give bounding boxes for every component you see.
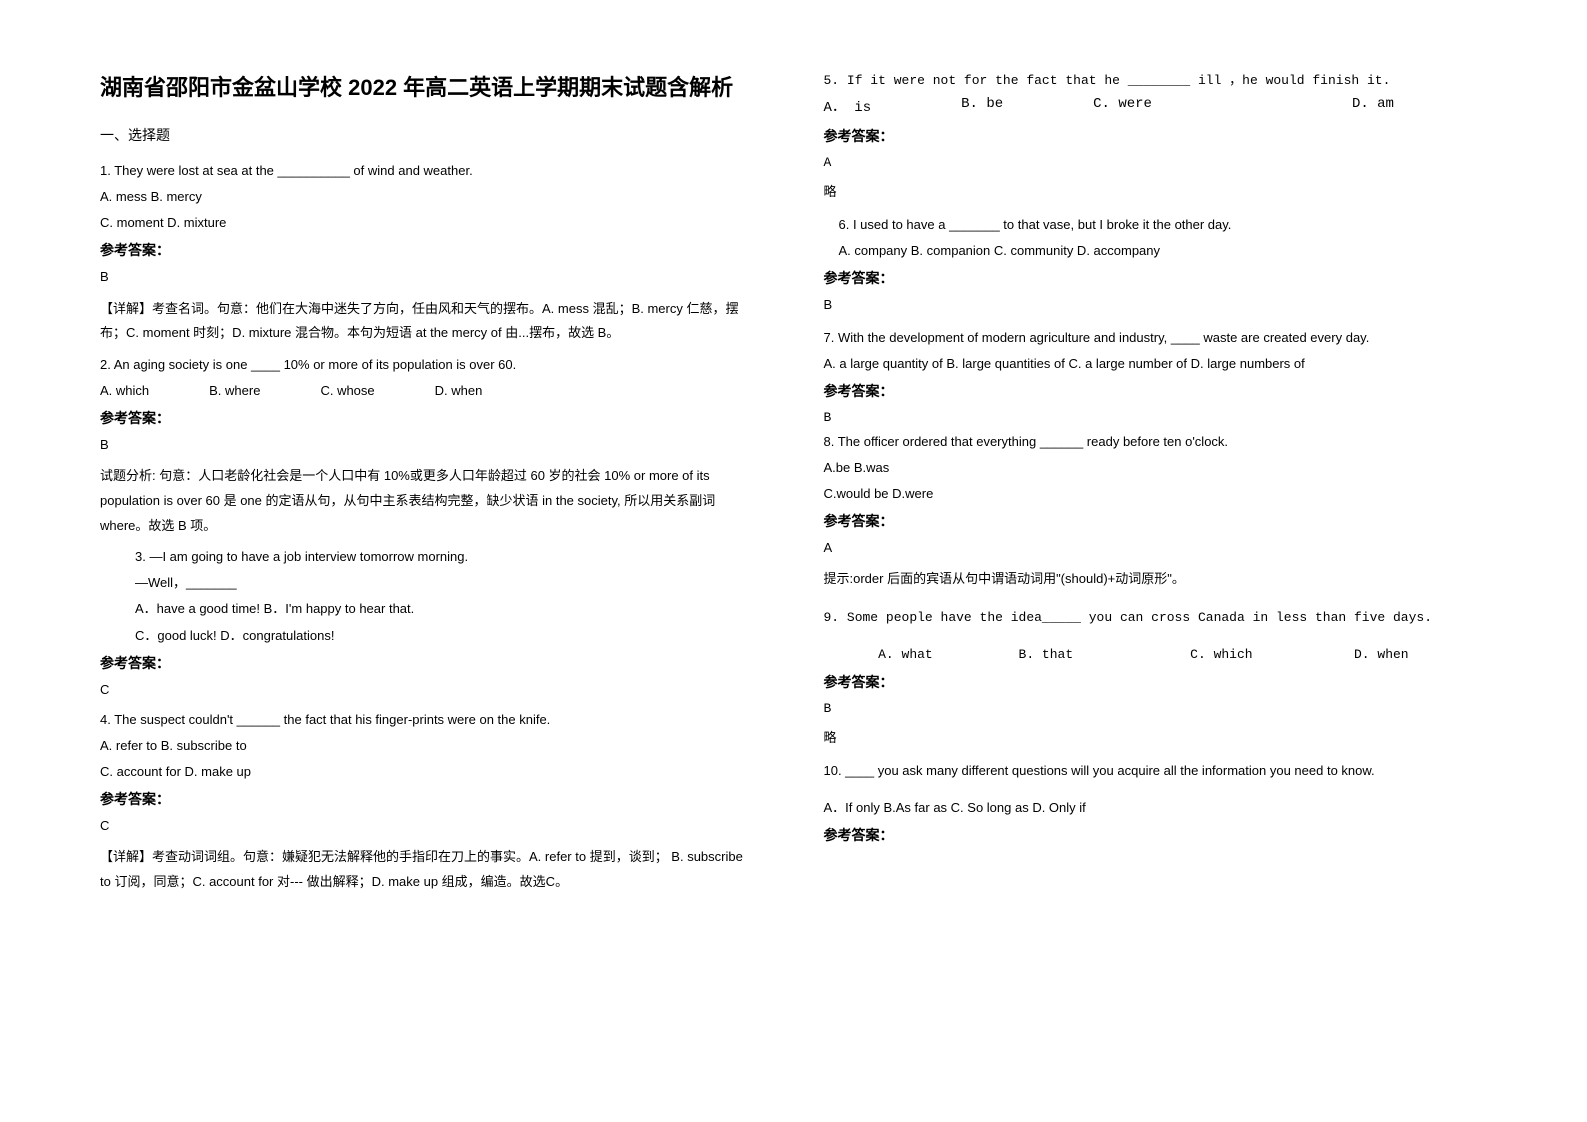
q8-opt2: C.would be D.were bbox=[824, 483, 1468, 505]
q5-optA: A． is bbox=[824, 96, 872, 116]
q7-text: 7. With the development of modern agricu… bbox=[824, 327, 1468, 349]
q8-text: 8. The officer ordered that everything _… bbox=[824, 431, 1468, 453]
left-column: 湖南省邵阳市金盆山学校 2022 年高二英语上学期期末试题含解析 一、选择题 1… bbox=[100, 70, 804, 1082]
q10-text: 10. ____ you ask many different question… bbox=[824, 760, 1468, 782]
q9-note: 略 bbox=[824, 728, 1468, 750]
q1-opt2: C. moment D. mixture bbox=[100, 212, 754, 234]
q4-opt1: A. refer to B. subscribe to bbox=[100, 735, 754, 757]
q1-explanation: 【详解】考查名词。句意：他们在大海中迷失了方向，任由风和天气的摆布。A. mes… bbox=[100, 297, 754, 346]
right-column: 5. If it were not for the fact that he _… bbox=[804, 70, 1508, 1082]
q10-answer-label: 参考答案： bbox=[824, 825, 1468, 845]
q8-explanation: 提示:order 后面的宾语从句中谓语动词用"(should)+动词原形"。 bbox=[824, 567, 1468, 592]
q8-opt1: A.be B.was bbox=[824, 457, 1468, 479]
q4-opt2: C. account for D. make up bbox=[100, 761, 754, 783]
q3-answer-label: 参考答案： bbox=[100, 653, 754, 673]
q4-answer-label: 参考答案： bbox=[100, 789, 754, 809]
q9-answer-label: 参考答案： bbox=[824, 672, 1468, 692]
q3-line1: 3. —I am going to have a job interview t… bbox=[100, 546, 754, 568]
q5-answer-label: 参考答案： bbox=[824, 126, 1468, 146]
q8-answer: A bbox=[824, 537, 1468, 559]
q5-note: 略 bbox=[824, 182, 1468, 204]
document-title: 湖南省邵阳市金盆山学校 2022 年高二英语上学期期末试题含解析 bbox=[100, 70, 754, 105]
section-heading: 一、选择题 bbox=[100, 125, 754, 145]
q2-optA: A. which bbox=[100, 380, 149, 402]
q2-answer: B bbox=[100, 434, 754, 456]
q2-text: 2. An aging society is one ____ 10% or m… bbox=[100, 354, 754, 376]
q5-answer: A bbox=[824, 152, 1468, 174]
q5-options: A． is B. be C. were D. am bbox=[824, 96, 1468, 116]
q5-optB: B. be bbox=[961, 96, 1003, 116]
q2-answer-label: 参考答案： bbox=[100, 408, 754, 428]
q3-answer: C bbox=[100, 679, 754, 701]
q4-text: 4. The suspect couldn't ______ the fact … bbox=[100, 709, 754, 731]
q2-optD: D. when bbox=[435, 380, 483, 402]
q2-optB: B. where bbox=[209, 380, 260, 402]
q5-text: 5. If it were not for the fact that he _… bbox=[824, 70, 1468, 92]
q8-answer-label: 参考答案： bbox=[824, 511, 1468, 531]
q5-optD: D. am bbox=[1352, 96, 1394, 116]
q4-explanation: 【详解】考查动词词组。句意：嫌疑犯无法解释他的手指印在刀上的事实。A. refe… bbox=[100, 845, 754, 894]
q1-answer-label: 参考答案： bbox=[100, 240, 754, 260]
q1-opt1: A. mess B. mercy bbox=[100, 186, 754, 208]
q2-options: A. which B. where C. whose D. when bbox=[100, 380, 754, 402]
q6-options: A. company B. companion C. community D. … bbox=[824, 240, 1468, 262]
q6-answer-label: 参考答案： bbox=[824, 268, 1468, 288]
q9-answer: B bbox=[824, 698, 1468, 720]
q4-answer: C bbox=[100, 815, 754, 837]
q2-optC: C. whose bbox=[320, 380, 374, 402]
q7-answer-label: 参考答案： bbox=[824, 381, 1468, 401]
q10-options: A．If only B.As far as C. So long as D. O… bbox=[824, 797, 1468, 819]
q6-text: 6. I used to have a _______ to that vase… bbox=[824, 214, 1468, 236]
q3-opt2: C．good luck! D．congratulations! bbox=[100, 625, 754, 647]
q2-explanation: 试题分析: 句意：人口老龄化社会是一个人口中有 10%或更多人口年龄超过 60 … bbox=[100, 464, 754, 538]
q6-answer: B bbox=[824, 294, 1468, 316]
q5-optC: C. were bbox=[1093, 96, 1152, 116]
q1-answer: B bbox=[100, 266, 754, 288]
q7-answer: B bbox=[824, 407, 1468, 429]
q3-line2: —Well，_______ bbox=[100, 572, 754, 594]
q9-options: A. what B. that C. which D. when bbox=[824, 644, 1468, 666]
q7-options: A. a large quantity of B. large quantiti… bbox=[824, 353, 1468, 375]
q1-text: 1. They were lost at sea at the ________… bbox=[100, 160, 754, 182]
q3-opt1: A．have a good time! B．I'm happy to hear … bbox=[100, 598, 754, 620]
q9-text: 9. Some people have the idea_____ you ca… bbox=[824, 607, 1468, 629]
